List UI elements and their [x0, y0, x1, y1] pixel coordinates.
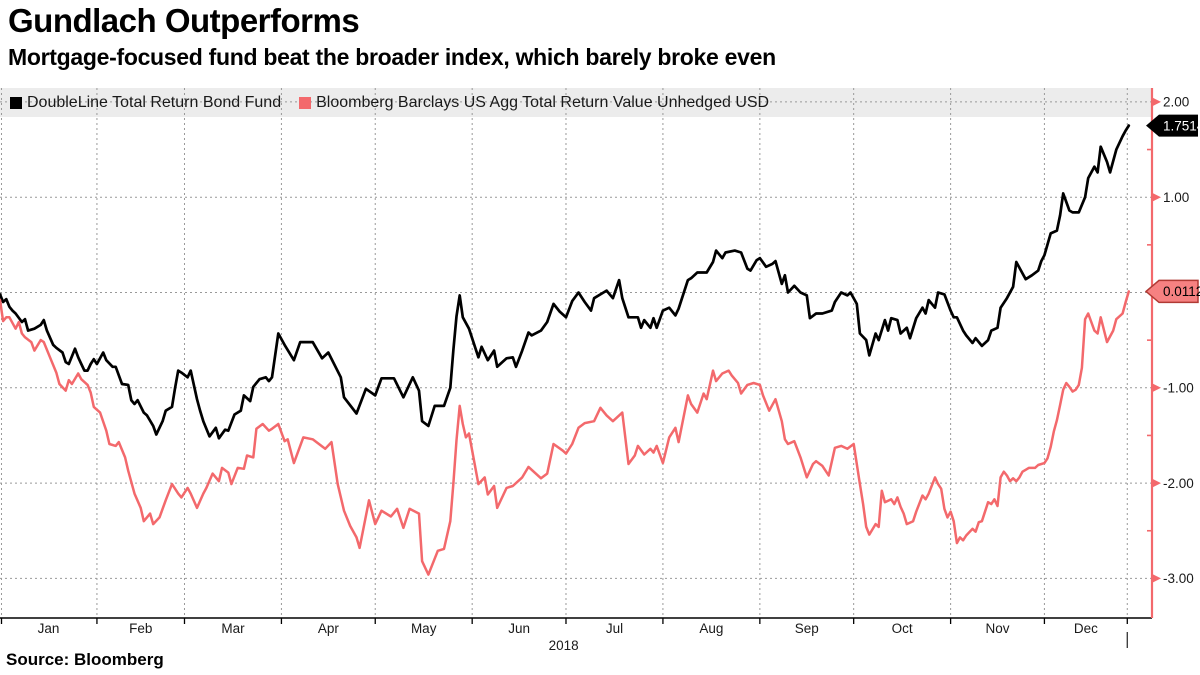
doubleline-value-tag-label: 1.7514	[1163, 118, 1200, 133]
series-lines	[0, 124, 1131, 576]
legend-item-doubleline: DoubleLine Total Return Bond Fund	[10, 94, 281, 112]
y-tick-label: -3.00	[1163, 571, 1194, 586]
agg-index-series-swatch	[299, 97, 312, 109]
month-label-may: May	[411, 621, 437, 636]
legend: DoubleLine Total Return Bond Fund Bloomb…	[0, 89, 1152, 117]
agg-index-line	[0, 290, 1131, 576]
y-tick-label: -1.00	[1163, 381, 1194, 396]
axes	[0, 88, 1161, 648]
agg-index-value-tag	[1144, 279, 1199, 304]
month-label-nov: Nov	[986, 621, 1010, 636]
page-title: Gundlach Outperforms	[8, 2, 360, 39]
y-tick-label: 2.00	[1163, 95, 1189, 110]
legend-strip-background	[0, 88, 1152, 117]
last-value-tags: 1.7514 0.0112	[1144, 114, 1200, 304]
legend-label-doubleline: DoubleLine Total Return Bond Fund	[27, 94, 282, 111]
y-major-tick-arrow	[1152, 383, 1161, 393]
month-label-oct: Oct	[892, 621, 913, 636]
doubleline-value-tag	[1146, 114, 1198, 137]
y-major-tick-arrow	[1152, 573, 1161, 583]
legend-label-agg-index: Bloomberg Barclays US Agg Total Return V…	[316, 94, 770, 111]
gridlines	[0, 88, 1152, 618]
y-tick-label: -2.00	[1163, 476, 1194, 491]
doubleline-series-swatch	[10, 97, 22, 109]
month-label-aug: Aug	[699, 621, 723, 636]
agg-index-value-tag-label: 0.0112	[1163, 284, 1200, 299]
y-major-tick-arrow	[1152, 97, 1161, 107]
month-label-sep: Sep	[795, 621, 819, 636]
legend-item-agg-index: Bloomberg Barclays US Agg Total Return V…	[299, 94, 769, 112]
y-major-tick-arrow	[1152, 478, 1161, 488]
month-label-jun: Jun	[508, 621, 530, 636]
y-tick-label: 1.00	[1163, 190, 1189, 205]
month-label-jul: Jul	[606, 621, 623, 636]
axis-labels: Jan Feb Mar Apr May Jun Jul Aug Sep Oct Nov Dec 2018…	[38, 95, 1194, 653]
page-subtitle: Mortgage-focused fund beat the broader i…	[8, 44, 776, 70]
doubleline-fund-line	[0, 124, 1131, 440]
year-label: 2018	[549, 638, 579, 653]
month-label-apr: Apr	[318, 621, 340, 636]
source-credit: Source: Bloomberg	[6, 650, 164, 669]
month-label-feb: Feb	[129, 621, 152, 636]
month-label-mar: Mar	[221, 621, 245, 636]
y-major-tick-arrow	[1152, 192, 1161, 202]
month-label-dec: Dec	[1074, 621, 1098, 636]
month-label-jan: Jan	[38, 621, 60, 636]
